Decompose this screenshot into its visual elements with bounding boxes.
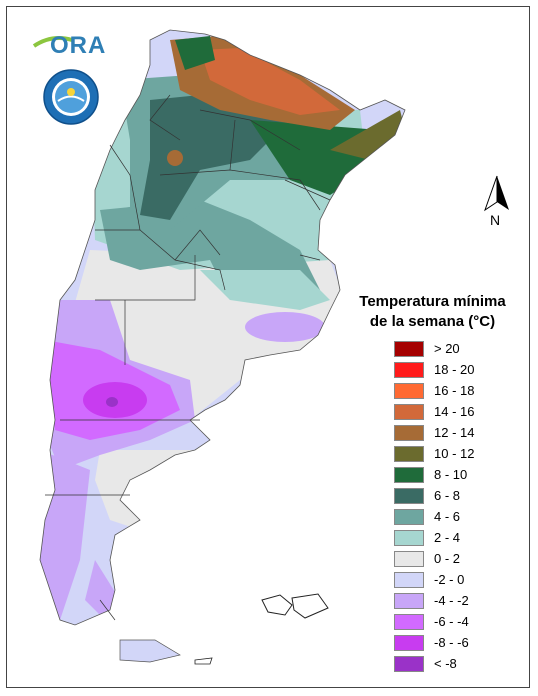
legend-label: < -8 <box>434 656 457 671</box>
north-arrow: N <box>482 174 512 230</box>
legend-item: -2 - 0 <box>394 569 474 590</box>
legend-item: 6 - 8 <box>394 485 474 506</box>
legend-label: 14 - 16 <box>434 404 475 419</box>
legend-label: 10 - 12 <box>434 446 475 461</box>
legend-list: > 20 18 - 20 16 - 18 14 - 16 12 - 14 10 - 12 8… <box>394 338 474 674</box>
isla-de-los-estados <box>194 657 213 665</box>
legend-swatch <box>394 655 424 672</box>
legend-swatch <box>394 550 424 567</box>
legend-item: 4 - 6 <box>394 506 474 527</box>
legend-title: Temperatura mínima de la semana (°C) <box>340 292 525 332</box>
legend-label: 2 - 4 <box>434 530 461 545</box>
legend-label: -4 - -2 <box>434 593 469 608</box>
ora-logo: ORA <box>32 28 105 62</box>
legend-item: -6 - -4 <box>394 611 474 632</box>
legend-label: -2 - 0 <box>434 572 465 587</box>
legend-swatch <box>394 340 424 357</box>
legend: Temperatura mínima de la semana (°C) > 2… <box>340 292 530 672</box>
legend-label: 8 - 10 <box>434 467 468 482</box>
tierra-del-fuego <box>119 639 181 663</box>
legend-item: 12 - 14 <box>394 422 474 443</box>
smn-seal-logo <box>42 68 100 126</box>
legend-title-line1: Temperatura mínima <box>359 293 506 310</box>
legend-item: 14 - 16 <box>394 401 474 422</box>
legend-label: 18 - 20 <box>434 362 475 377</box>
legend-item: -4 - -2 <box>394 590 474 611</box>
legend-swatch <box>394 613 424 630</box>
ora-logo-text: ORA <box>50 32 107 59</box>
legend-swatch <box>394 571 424 588</box>
legend-swatch <box>394 508 424 525</box>
north-arrow-icon <box>484 175 509 212</box>
legend-item: 8 - 10 <box>394 464 474 485</box>
legend-label: > 20 <box>434 341 460 356</box>
legend-swatch <box>394 634 424 651</box>
legend-label: 0 - 2 <box>434 551 461 566</box>
legend-item: 0 - 2 <box>394 548 474 569</box>
province-boundaries <box>45 94 331 621</box>
legend-swatch <box>394 529 424 546</box>
legend-swatch <box>394 592 424 609</box>
legend-swatch <box>394 424 424 441</box>
legend-label: 6 - 8 <box>434 488 461 503</box>
legend-swatch <box>394 466 424 483</box>
north-label: N <box>490 212 501 228</box>
legend-swatch <box>394 403 424 420</box>
argentina-outline <box>39 29 406 626</box>
legend-swatch <box>394 487 424 504</box>
malvinas-islands <box>261 593 329 619</box>
legend-label: -6 - -4 <box>434 614 469 629</box>
legend-label: 12 - 14 <box>434 425 475 440</box>
legend-swatch <box>394 361 424 378</box>
legend-item: < -8 <box>394 653 474 674</box>
legend-label: -8 - -6 <box>434 635 469 650</box>
legend-item: 16 - 18 <box>394 380 474 401</box>
legend-swatch <box>394 382 424 399</box>
legend-item: 10 - 12 <box>394 443 474 464</box>
legend-item: -8 - -6 <box>394 632 474 653</box>
legend-label: 16 - 18 <box>434 383 475 398</box>
legend-item: > 20 <box>394 338 474 359</box>
legend-swatch <box>394 445 424 462</box>
legend-title-line2: de la semana (°C) <box>369 313 496 330</box>
legend-label: 4 - 6 <box>434 509 461 524</box>
legend-item: 18 - 20 <box>394 359 474 380</box>
legend-item: 2 - 4 <box>394 527 474 548</box>
